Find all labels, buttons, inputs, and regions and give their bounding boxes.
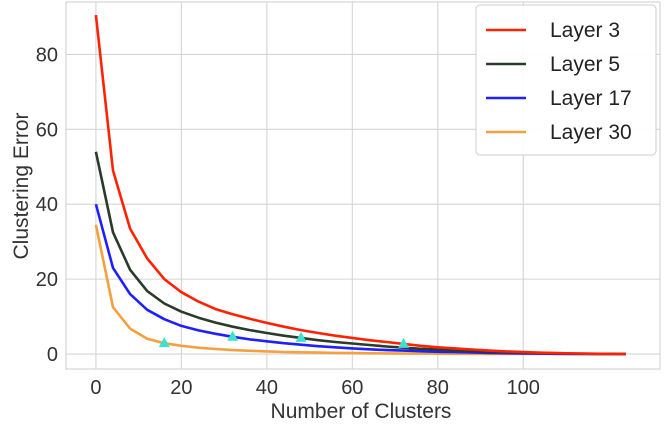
- y-axis-label: Clustering Error: [10, 112, 33, 259]
- legend-label-layer-3: Layer 3: [550, 19, 620, 42]
- legend-label-layer-30: Layer 30: [550, 121, 632, 144]
- x-tick-label: 80: [427, 377, 449, 399]
- legend-label-layer-5: Layer 5: [550, 53, 620, 76]
- legend-label-layer-17: Layer 17: [550, 87, 632, 110]
- y-tick-labels: 0 20 40 60 80: [36, 44, 58, 366]
- series-line-layer-3: [94, 14, 626, 356]
- x-tick-label: 0: [90, 377, 101, 399]
- triangle-marker: [398, 337, 410, 348]
- y-tick-label: 60: [36, 119, 58, 141]
- triangle-marker: [158, 337, 170, 348]
- legend: Layer 3 Layer 5 Layer 17 Layer 30: [475, 4, 657, 156]
- y-tick-label: 80: [36, 44, 58, 66]
- x-tick-label: 100: [507, 377, 540, 399]
- x-tick-labels: 0 20 40 60 80 100: [90, 377, 540, 399]
- legend-box: [475, 4, 657, 156]
- y-tick-label: 40: [36, 194, 58, 216]
- y-tick-label: 0: [47, 344, 58, 366]
- triangle-marker: [295, 331, 307, 342]
- x-tick-label: 60: [341, 377, 363, 399]
- x-tick-label: 20: [170, 377, 192, 399]
- series-layer: [94, 14, 626, 356]
- triangle-marker: [227, 330, 239, 341]
- y-tick-label: 20: [36, 269, 58, 291]
- marker-layer: [158, 330, 410, 348]
- x-axis-label: Number of Clusters: [271, 400, 452, 423]
- x-tick-label: 40: [256, 377, 278, 399]
